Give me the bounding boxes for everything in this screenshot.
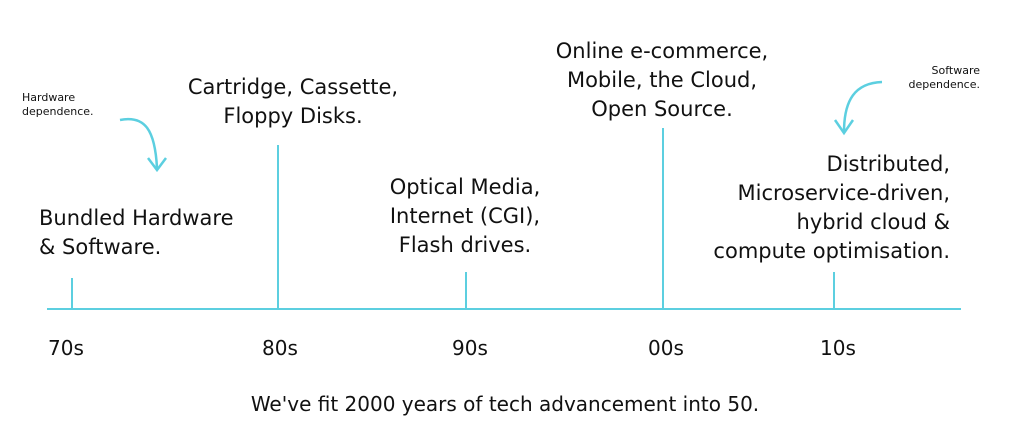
era-80s-text: Cartridge, Cassette, Floppy Disks. [187, 75, 399, 128]
hardware-dependence-note: Hardware dependence. [22, 91, 94, 118]
footer-caption: We've fit 2000 years of tech advancement… [250, 392, 760, 416]
timeline-axis [47, 308, 961, 310]
era-70s-text: Bundled Hardware & Software. [39, 206, 234, 259]
era-90s-text: Optical Media, Internet (CGI), Flash dri… [389, 175, 541, 257]
era-00s-text: Online e-commerce, Mobile, the Cloud, Op… [555, 39, 769, 121]
decade-label-00s: 00s [648, 336, 684, 360]
decade-label-70s: 70s [48, 336, 84, 360]
tick-90s [465, 272, 467, 309]
curved-arrow-down-icon [119, 117, 167, 173]
software-dependence-note: Software dependence. [908, 64, 980, 91]
decade-label-80s: 80s [262, 336, 298, 360]
era-10s-text: Distributed, Microservice-driven, hybrid… [713, 152, 950, 263]
tick-10s [833, 272, 835, 309]
decade-label-10s: 10s [820, 336, 856, 360]
curved-arrow-down-icon [833, 80, 883, 136]
tick-80s [277, 145, 279, 309]
tick-00s [662, 128, 664, 309]
tick-70s [71, 278, 73, 309]
decade-label-90s: 90s [452, 336, 488, 360]
